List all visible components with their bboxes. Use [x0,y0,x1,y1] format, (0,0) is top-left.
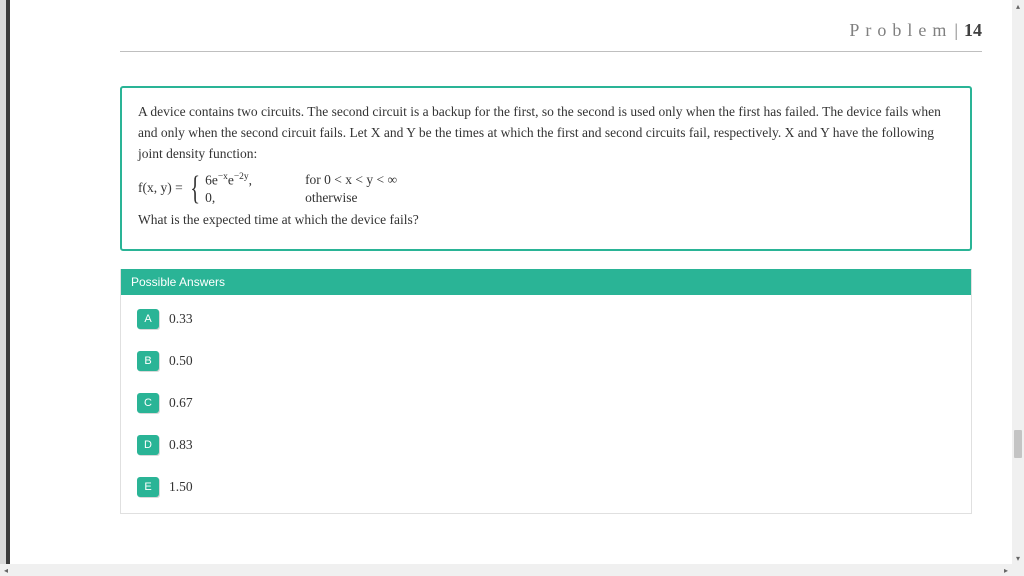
answer-option-e[interactable]: E 1.50 [137,477,955,497]
brace-icon: { [190,174,200,204]
answer-letter: A [137,309,159,329]
question-box: A device contains two circuits. The seco… [120,86,972,251]
scroll-left-icon[interactable]: ◂ [0,564,12,576]
question-followup: What is the expected time at which the d… [138,210,954,231]
scroll-up-icon[interactable]: ▴ [1012,0,1024,12]
case2-cond: otherwise [305,189,357,207]
problem-separator: | [954,20,958,40]
formula-cases: 6e−xe−2y, for 0 < x < y < ∞ 0, otherwise [205,171,397,207]
formula-lhs: f(x, y) = [138,178,183,199]
answer-option-b[interactable]: B 0.50 [137,351,955,371]
answers-body: A 0.33 B 0.50 C 0.67 D 0.83 E 1.50 [121,295,971,513]
answer-option-d[interactable]: D 0.83 [137,435,955,455]
answer-letter: B [137,351,159,371]
scroll-right-icon[interactable]: ▸ [1000,564,1012,576]
horizontal-scrollbar[interactable]: ◂ ▸ [0,564,1012,576]
answer-letter: D [137,435,159,455]
answer-value: 0.67 [169,395,193,411]
answer-value: 0.33 [169,311,193,327]
problem-number: 14 [964,20,982,40]
case2-expr: 0, [205,189,277,207]
answer-value: 0.83 [169,437,193,453]
problem-label: Problem [849,20,952,40]
case1-expr: 6e−xe−2y, [205,171,277,189]
answer-letter: E [137,477,159,497]
page-content: Problem | 14 A device contains two circu… [10,0,1012,554]
density-formula: f(x, y) = { 6e−xe−2y, for 0 < x < y < ∞ … [138,171,954,207]
scrollbar-corner [1012,564,1024,576]
case1-cond: for 0 < x < y < ∞ [305,171,397,189]
answer-value: 1.50 [169,479,193,495]
answer-value: 0.50 [169,353,193,369]
problem-header: Problem | 14 [120,20,982,52]
answer-option-a[interactable]: A 0.33 [137,309,955,329]
scroll-down-icon[interactable]: ▾ [1012,552,1024,564]
question-prompt: A device contains two circuits. The seco… [138,102,954,165]
answer-option-c[interactable]: C 0.67 [137,393,955,413]
answer-letter: C [137,393,159,413]
vertical-scrollbar[interactable]: ▴ ▾ [1012,0,1024,564]
vertical-scroll-thumb[interactable] [1014,430,1022,458]
document-viewport: Problem | 14 A device contains two circu… [6,0,1012,564]
answers-header: Possible Answers [121,269,971,295]
answers-panel: Possible Answers A 0.33 B 0.50 C 0.67 D … [120,269,972,514]
